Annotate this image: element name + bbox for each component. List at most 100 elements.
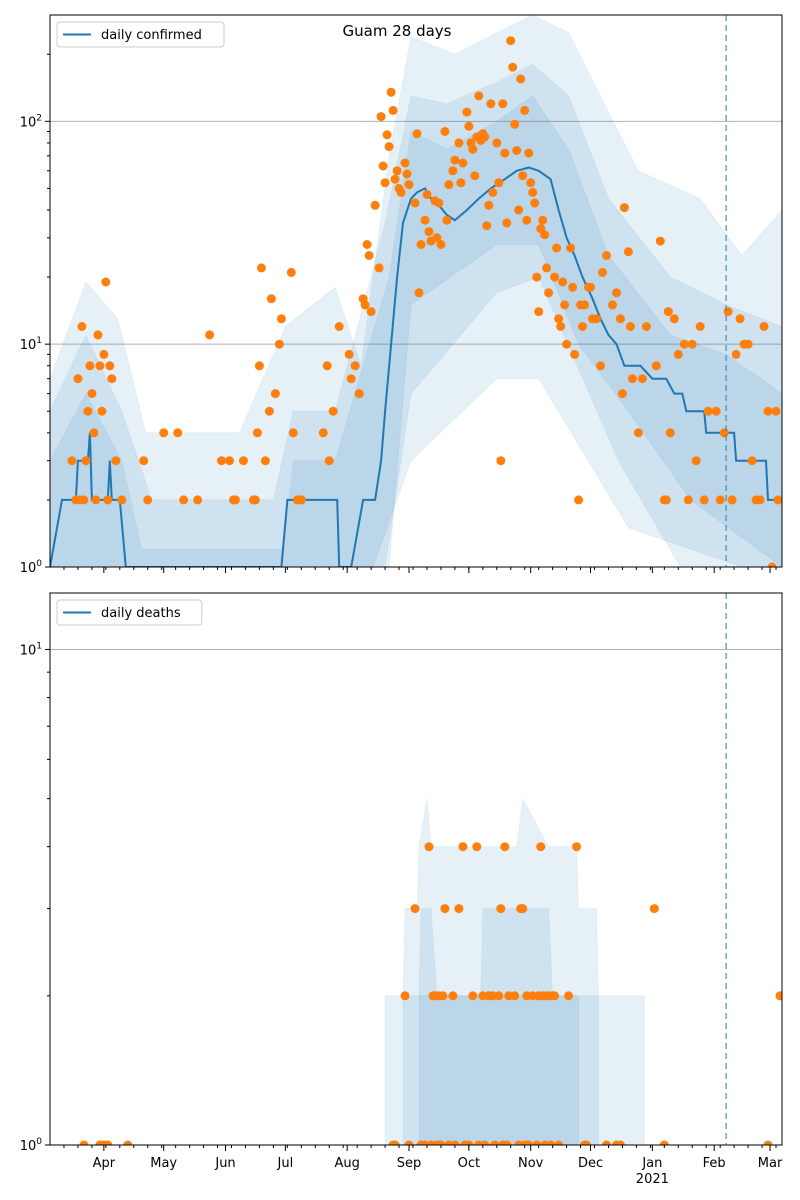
deaths-data-point bbox=[659, 1140, 669, 1145]
confirmed-data-point bbox=[518, 171, 528, 181]
confirmed-data-point bbox=[556, 322, 566, 331]
deaths-data-point bbox=[103, 1140, 113, 1145]
confirmed-data-point bbox=[450, 155, 460, 165]
confirmed-data-point bbox=[296, 495, 306, 505]
deaths-axes-frame bbox=[49, 592, 783, 1146]
confirmed-data-point bbox=[580, 300, 589, 310]
deaths-data-point bbox=[518, 904, 528, 914]
confirmed-data-point bbox=[695, 322, 705, 331]
confirmed-data-point bbox=[743, 339, 753, 349]
deaths-data-point bbox=[546, 1140, 556, 1145]
xtick-label: Jun bbox=[214, 1156, 235, 1171]
deaths-data-point bbox=[536, 842, 546, 852]
confirmed-data-point bbox=[612, 288, 621, 298]
confirmed-data-point bbox=[727, 495, 737, 505]
confirmed-data-point bbox=[231, 495, 240, 505]
confirmed-data-point bbox=[763, 406, 773, 416]
deaths-data-point bbox=[454, 904, 464, 914]
confirmed-data-point bbox=[420, 215, 430, 225]
deaths-data-point bbox=[510, 991, 520, 1001]
deaths-data-point bbox=[438, 991, 448, 1001]
confirmed-data-point bbox=[264, 406, 274, 416]
deaths-band-2 bbox=[418, 995, 580, 1145]
confirmed-data-point bbox=[173, 428, 183, 438]
confirmed-data-point bbox=[719, 428, 729, 438]
xtick-label: Aug bbox=[334, 1156, 359, 1171]
confirmed-data-point bbox=[558, 277, 568, 287]
confirmed-data-point bbox=[526, 178, 536, 188]
xtick-sublabel: 2021 bbox=[636, 1172, 669, 1187]
deaths-data-point bbox=[554, 1140, 564, 1145]
xtick-label: Jul bbox=[277, 1156, 294, 1171]
confirmed-data-point bbox=[773, 495, 782, 505]
confirmed-data-point bbox=[73, 374, 83, 384]
deaths-data-point bbox=[448, 991, 458, 1001]
confirmed-data-point bbox=[456, 178, 466, 188]
deaths-data-point bbox=[450, 1140, 460, 1145]
confirmed-data-point bbox=[627, 374, 637, 384]
confirmed-data-point bbox=[506, 36, 516, 46]
confirmed-data-point bbox=[540, 230, 550, 240]
confirmed-data-point bbox=[655, 236, 665, 246]
confirmed-data-point bbox=[731, 349, 741, 359]
confirmed-data-point bbox=[103, 495, 113, 505]
confirmed-data-point bbox=[83, 406, 93, 416]
confirmed-data-point bbox=[482, 221, 492, 231]
confirmed-data-point bbox=[412, 129, 422, 139]
confirmed-data-point bbox=[159, 428, 169, 438]
confirmed-data-point bbox=[665, 428, 675, 438]
confirmed-data-point bbox=[512, 146, 522, 155]
confirmed-data-point bbox=[354, 389, 364, 399]
confirmed-data-point bbox=[735, 314, 745, 324]
confirmed-data-point bbox=[87, 389, 97, 399]
confirmed-data-point bbox=[715, 495, 725, 505]
xtick-label: Apr bbox=[93, 1156, 116, 1171]
confirmed-data-point bbox=[683, 495, 693, 505]
deaths-data-point bbox=[440, 904, 450, 914]
deaths-data-point bbox=[615, 1140, 625, 1145]
confirmed-data-point bbox=[623, 247, 633, 257]
confirmed-data-point bbox=[442, 215, 452, 225]
deaths-legend-box bbox=[56, 599, 203, 626]
confirmed-data-point bbox=[91, 495, 101, 505]
confirmed-data-point bbox=[396, 187, 406, 197]
confirmed-ytick-label: 101 bbox=[20, 336, 42, 353]
confirmed-data-point bbox=[669, 314, 679, 324]
confirmed-data-point bbox=[596, 361, 605, 371]
confirmed-data-point bbox=[117, 495, 127, 505]
confirmed-data-point bbox=[274, 339, 284, 349]
confirmed-data-point bbox=[111, 456, 121, 466]
confirmed-data-point bbox=[322, 361, 332, 371]
confirmed-data-point bbox=[384, 142, 394, 152]
confirmed-data-point bbox=[97, 406, 107, 416]
confirmed-data-point bbox=[139, 456, 149, 466]
confirmed-data-point bbox=[502, 218, 512, 228]
confirmed-data-point bbox=[510, 119, 520, 129]
confirmed-data-point bbox=[598, 267, 607, 277]
deaths-band-1 bbox=[402, 908, 599, 1145]
confirmed-data-point bbox=[205, 330, 215, 340]
confirmed-legend-box bbox=[56, 21, 225, 48]
confirmed-data-point bbox=[602, 251, 611, 260]
confirmed-data-point bbox=[400, 158, 410, 168]
confirmed-data-point bbox=[484, 200, 494, 210]
deaths-data-point bbox=[502, 1140, 512, 1145]
confirmed-data-point bbox=[474, 91, 484, 101]
confirmed-data-point bbox=[496, 456, 506, 466]
confirmed-data-point bbox=[470, 171, 480, 181]
confirmed-data-point bbox=[637, 374, 647, 384]
confirmed-band-1 bbox=[50, 63, 782, 567]
confirmed-data-point bbox=[651, 361, 661, 371]
confirmed-data-point bbox=[392, 166, 402, 176]
deaths-data-point bbox=[424, 842, 434, 852]
confirmed-data-point bbox=[723, 307, 733, 317]
confirmed-data-point bbox=[288, 428, 298, 438]
confirmed-data-point bbox=[81, 456, 91, 466]
confirmed-data-point bbox=[498, 99, 508, 109]
confirmed-data-point bbox=[633, 428, 643, 438]
confirmed-data-point bbox=[524, 148, 534, 158]
confirmed-data-point bbox=[562, 339, 572, 349]
confirmed-data-point bbox=[89, 428, 99, 438]
confirmed-data-point bbox=[346, 374, 356, 384]
xtick-label: Sep bbox=[397, 1156, 422, 1171]
